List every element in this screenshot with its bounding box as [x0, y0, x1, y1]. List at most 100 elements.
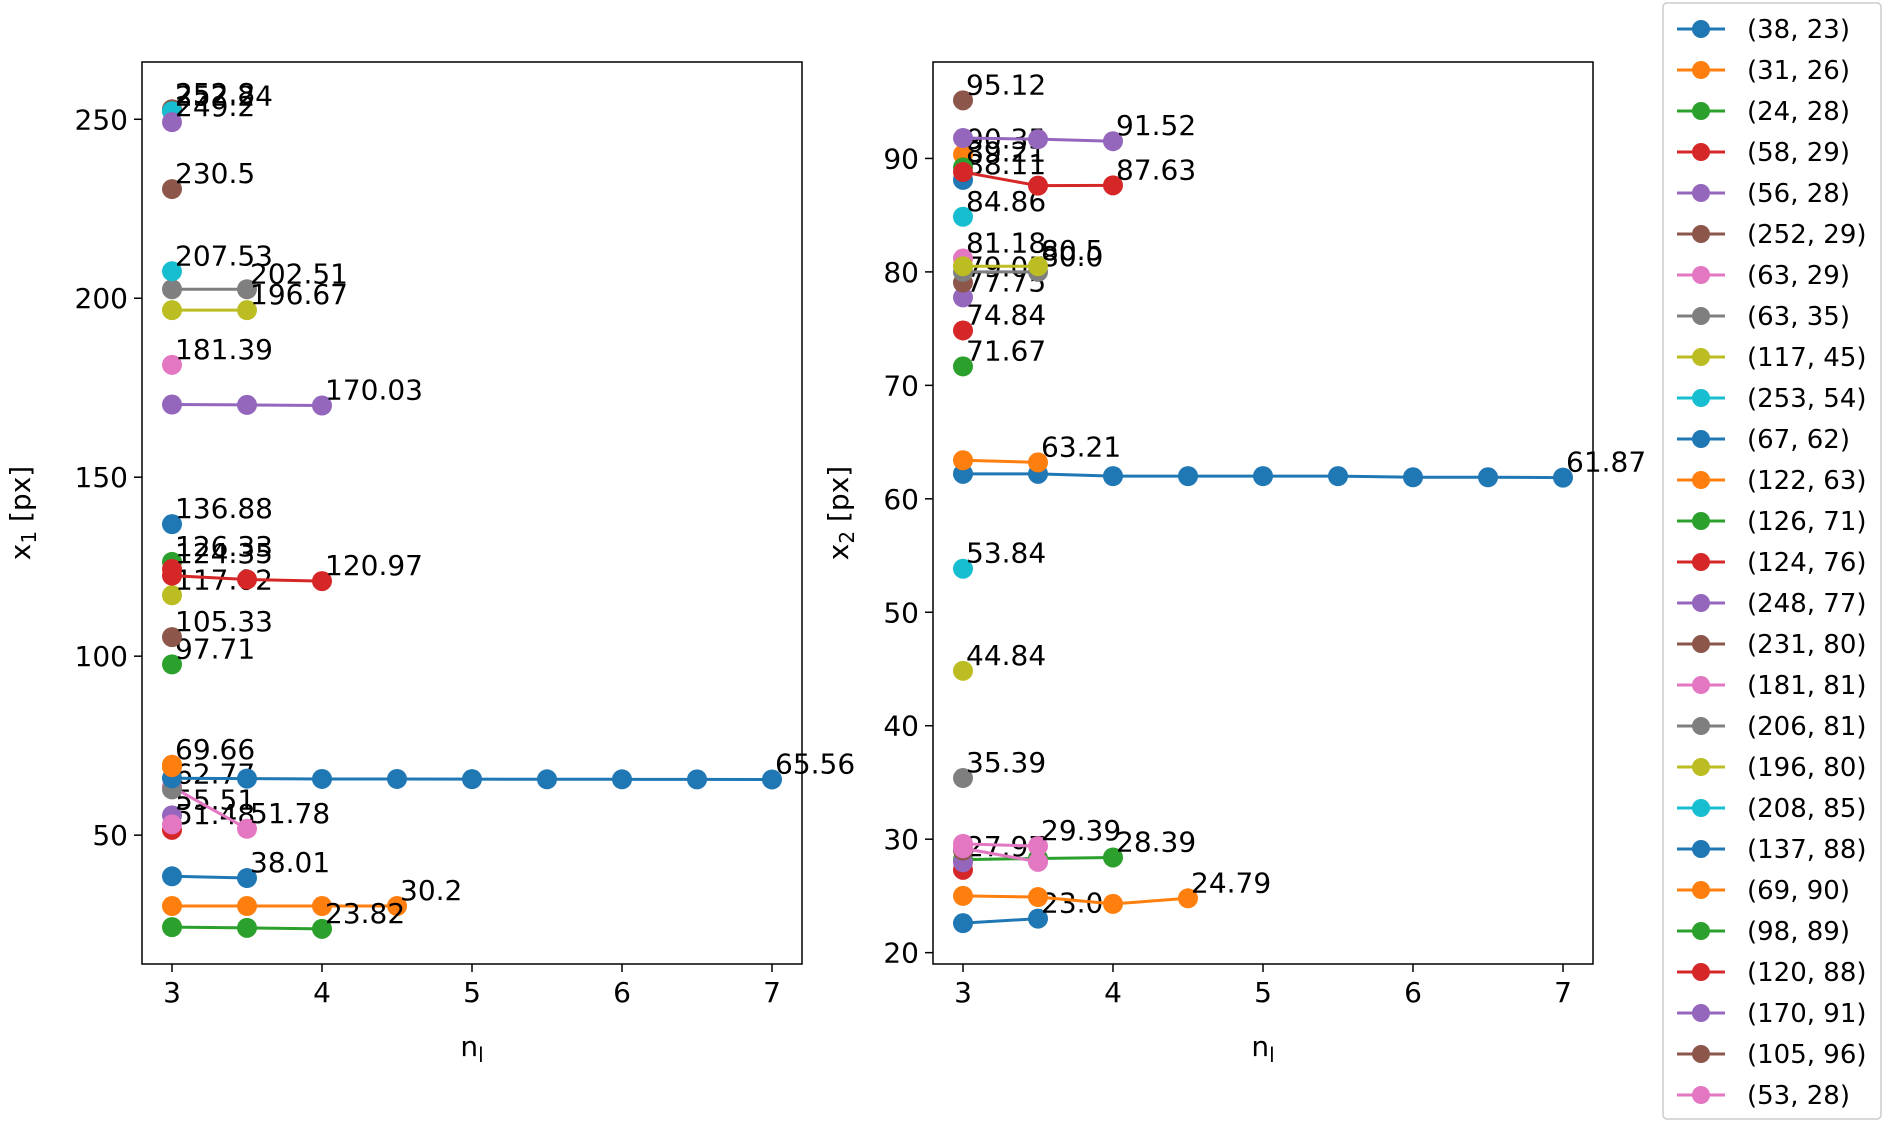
x-tick-label: 7	[763, 976, 781, 1009]
series-(170, 91): 91.52	[953, 109, 1196, 152]
legend-marker	[1692, 1086, 1710, 1104]
series-(98, 89): 97.71	[162, 632, 255, 675]
legend-label: (231, 80)	[1747, 630, 1867, 660]
data-point	[162, 917, 182, 938]
legend-marker	[1692, 20, 1710, 38]
y-tick-label: 80	[883, 256, 919, 289]
series-(67, 62): 65.56	[162, 747, 855, 790]
legend-marker	[1692, 184, 1710, 202]
data-point	[537, 769, 557, 790]
legend-marker	[1692, 348, 1710, 366]
data-point	[1028, 129, 1048, 150]
data-label: 74.84	[966, 298, 1046, 331]
legend-label: (56, 28)	[1747, 179, 1850, 209]
series-(253, 54): 53.84	[953, 537, 1046, 579]
legend-label: (252, 29)	[1747, 220, 1867, 250]
x-tick-label: 6	[613, 976, 631, 1009]
data-label: 120.97	[325, 549, 423, 582]
data-point	[953, 206, 973, 227]
data-label: 69.66	[175, 733, 255, 766]
data-point	[1403, 467, 1423, 488]
series-(122, 63): 63.21	[953, 430, 1121, 473]
data-point	[953, 128, 973, 149]
legend-label: (63, 29)	[1747, 261, 1850, 291]
y-tick-label: 60	[883, 483, 919, 516]
series-line	[171, 874, 248, 880]
data-label: 202.51	[250, 257, 348, 290]
series-(231, 80): 230.5	[162, 157, 255, 200]
series-(53, 28)	[953, 838, 1048, 872]
legend-entry: (24, 28)	[1677, 97, 1850, 127]
data-point	[237, 768, 257, 789]
data-point	[953, 287, 973, 308]
legend-marker	[1692, 676, 1710, 694]
x-tick-label: 5	[1254, 976, 1272, 1009]
y-tick-label: 90	[883, 142, 919, 175]
legend-label: (137, 88)	[1747, 835, 1867, 865]
data-point	[1028, 836, 1048, 857]
legend-marker	[1692, 758, 1710, 776]
data-label: 80.5	[1041, 234, 1103, 267]
data-label: 181.39	[175, 333, 273, 366]
legend-label: (124, 76)	[1747, 548, 1867, 578]
legend-label: (69, 90)	[1747, 876, 1850, 906]
data-point	[953, 162, 973, 183]
x-axis-label: nl	[460, 1030, 483, 1067]
legend-entry: (208, 85)	[1677, 794, 1867, 824]
data-label: 170.03	[325, 374, 423, 407]
legend-marker	[1692, 635, 1710, 653]
data-label: 51.78	[250, 797, 330, 830]
y-tick-label: 40	[883, 710, 919, 743]
data-label: 136.88	[175, 492, 273, 525]
y-tick-label: 100	[75, 640, 128, 673]
y-tick-label: 50	[92, 819, 128, 852]
legend-label: (253, 54)	[1747, 384, 1867, 414]
data-point	[953, 320, 973, 341]
data-point	[687, 769, 707, 790]
legend-label: (248, 77)	[1747, 589, 1867, 619]
data-point	[953, 913, 973, 934]
data-label: 91.52	[1116, 109, 1196, 142]
legend-entry: (124, 76)	[1677, 548, 1867, 578]
legend-label: (24, 28)	[1747, 97, 1850, 127]
data-label: 35.39	[966, 746, 1046, 779]
legend-marker	[1692, 963, 1710, 981]
plot-frame	[141, 61, 803, 965]
series-(181, 81): 181.39	[162, 333, 273, 375]
y-axis-label: x2 [px]	[822, 466, 859, 560]
legend-marker	[1692, 881, 1710, 899]
legend-label: (206, 81)	[1747, 712, 1867, 742]
data-point	[1028, 908, 1048, 929]
legend-label: (98, 89)	[1747, 917, 1850, 947]
series-line	[962, 917, 1039, 925]
data-point	[237, 868, 257, 889]
legend-marker	[1692, 471, 1710, 489]
data-point	[953, 838, 973, 859]
x-tick-label: 5	[463, 976, 481, 1009]
data-label: 61.87	[1566, 446, 1646, 479]
x-tick-label: 7	[1554, 976, 1572, 1009]
series-(120, 88): 124.35	[162, 537, 273, 580]
series-(206, 81): 202.51	[162, 257, 348, 300]
data-label: 95.12	[966, 68, 1046, 101]
data-point	[1028, 175, 1048, 196]
data-point	[237, 394, 257, 415]
legend-entry: (63, 29)	[1677, 261, 1850, 291]
data-label: 105.33	[175, 605, 273, 638]
data-label: 196.67	[250, 278, 348, 311]
legend-entry: (122, 63)	[1677, 466, 1867, 496]
series-(31, 26): 30.2	[162, 874, 462, 917]
data-point	[162, 654, 182, 675]
data-point	[312, 395, 332, 416]
data-point	[953, 356, 973, 377]
x-axis-label: nl	[1251, 1030, 1274, 1067]
legend-marker	[1692, 553, 1710, 571]
series-line	[962, 842, 1039, 848]
series-(196, 80): 196.67	[162, 278, 348, 321]
legend-entry: (126, 71)	[1677, 507, 1867, 537]
data-point	[162, 179, 182, 200]
data-label: 87.63	[1116, 153, 1196, 186]
data-label: 207.53	[175, 239, 273, 272]
legend-marker	[1692, 225, 1710, 243]
